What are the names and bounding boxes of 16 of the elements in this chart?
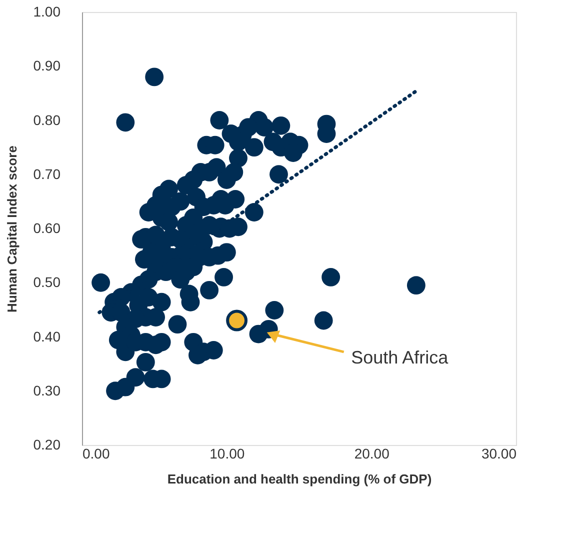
y-axis-title: Human Capital Index score xyxy=(4,146,20,312)
y-tick-label: 0.30 xyxy=(33,382,61,398)
x-axis-title: Education and health spending (% of GDP) xyxy=(167,472,432,486)
annotation: South Africa xyxy=(351,347,450,368)
y-tick-label: 0.20 xyxy=(33,436,61,452)
y-tick-label: 1.00 xyxy=(33,4,61,20)
y-tick-label: 0.80 xyxy=(33,112,61,128)
x-tick-label: 20.00 xyxy=(354,446,390,462)
y-tick-label: 0.60 xyxy=(33,220,61,236)
y-tick-label: 0.40 xyxy=(33,328,61,344)
y-tick-label: 0.50 xyxy=(33,274,61,290)
y-tick-label: 0.70 xyxy=(33,166,61,182)
x-tick-label: 0.00 xyxy=(82,446,110,462)
x-tick-label: 30.00 xyxy=(481,446,517,462)
x-tick-label: 10.00 xyxy=(210,446,245,462)
y-tick-label: 0.90 xyxy=(33,58,61,74)
